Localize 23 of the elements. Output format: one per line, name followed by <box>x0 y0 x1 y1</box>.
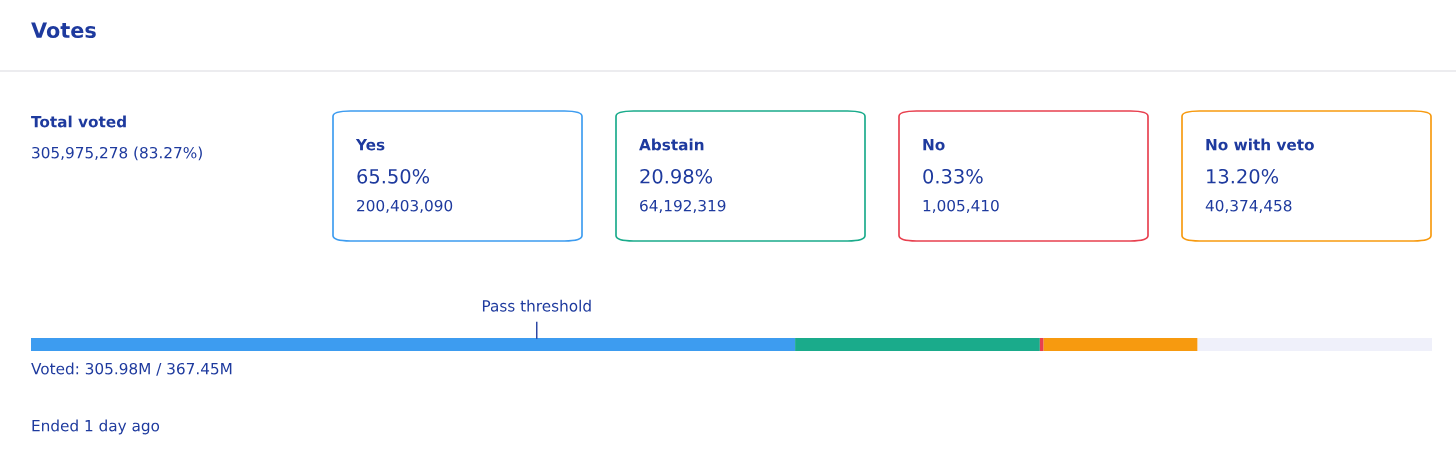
text: 200,403,090 <box>357 199 453 213</box>
text: 40,374,458 <box>1205 199 1292 213</box>
text: No with veto <box>1206 138 1314 151</box>
text: 305,975,278 (83.27%) <box>32 146 202 161</box>
text: Total voted <box>31 115 126 128</box>
text: 64,192,319 <box>640 199 726 213</box>
text: 1,005,410 <box>923 199 999 213</box>
text: Voted: 305.98M / 367.45M <box>31 362 232 376</box>
text: Ended 1 day ago <box>32 419 160 435</box>
ref-line-label: Pass threshold <box>482 299 591 312</box>
bar <box>795 338 1040 351</box>
text: Votes <box>31 22 96 39</box>
text: No <box>923 139 945 151</box>
text: 13.20% <box>1207 168 1279 184</box>
bar <box>1043 338 1198 351</box>
text: 0.33% <box>923 168 983 184</box>
text: Yes <box>355 139 385 151</box>
bar <box>31 338 796 351</box>
bar <box>1197 338 1432 351</box>
text: 20.98% <box>640 168 713 184</box>
bar <box>1039 338 1044 351</box>
text: 65.50% <box>357 168 430 184</box>
text: Abstain <box>639 138 704 151</box>
